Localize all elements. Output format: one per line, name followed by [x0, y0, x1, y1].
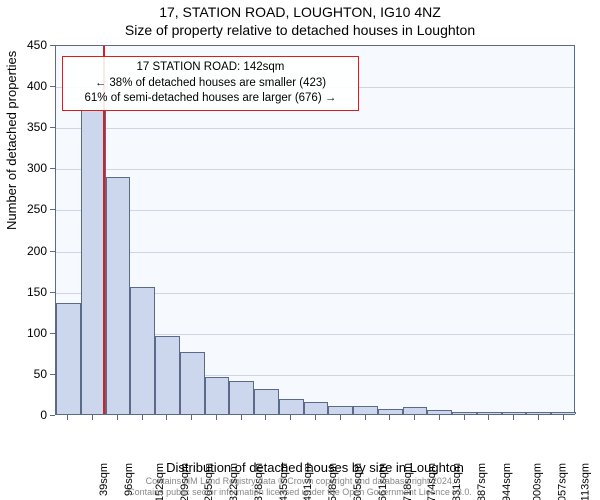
y-tick-label: 50: [0, 367, 47, 381]
bar: [378, 409, 403, 414]
bar: [427, 410, 452, 414]
bar: [205, 377, 230, 414]
bar: [551, 412, 576, 414]
gridline: [56, 169, 574, 170]
bar: [328, 406, 353, 414]
title-line-2: Size of property relative to detached ho…: [0, 22, 600, 38]
bar: [130, 287, 155, 414]
footer-line-2: Contains public sector information licen…: [0, 487, 600, 498]
footer-line-1: Contains HM Land Registry data © Crown c…: [0, 476, 600, 487]
footer: Contains HM Land Registry data © Crown c…: [0, 476, 600, 498]
bar: [403, 407, 428, 414]
gridline: [56, 252, 574, 253]
bar: [452, 412, 477, 414]
gridline: [56, 128, 574, 129]
annotation-line: ← 38% of detached houses are smaller (42…: [69, 76, 351, 92]
y-tick-label: 150: [0, 285, 47, 299]
y-tick-label: 0: [0, 408, 47, 422]
bar: [477, 412, 502, 414]
annotation-line: 17 STATION ROAD: 142sqm: [69, 60, 351, 76]
bar: [502, 412, 527, 414]
y-tick-label: 200: [0, 244, 47, 258]
annotation-line: 61% of semi-detached houses are larger (…: [69, 91, 351, 107]
plot-inner: 17 STATION ROAD: 142sqm← 38% of detached…: [56, 46, 574, 414]
bar: [304, 402, 329, 414]
title-line-1: 17, STATION ROAD, LOUGHTON, IG10 4NZ: [0, 4, 600, 20]
y-tick-label: 350: [0, 120, 47, 134]
y-tick-label: 250: [0, 202, 47, 216]
bar: [353, 406, 378, 414]
plot-area: 17 STATION ROAD: 142sqm← 38% of detached…: [55, 45, 575, 415]
bar: [155, 336, 180, 414]
bar: [279, 399, 304, 414]
bar: [106, 177, 131, 414]
bar: [81, 110, 106, 414]
y-tick-label: 450: [0, 38, 47, 52]
gridline: [56, 210, 574, 211]
bar: [254, 389, 279, 414]
y-tick-label: 300: [0, 161, 47, 175]
bar: [56, 303, 81, 414]
bar: [526, 412, 551, 414]
bar: [180, 352, 205, 414]
y-tick-label: 100: [0, 326, 47, 340]
bar: [229, 381, 254, 414]
chart-container: 17, STATION ROAD, LOUGHTON, IG10 4NZ Siz…: [0, 0, 600, 500]
y-tick-label: 400: [0, 79, 47, 93]
x-axis-label: Distribution of detached houses by size …: [55, 460, 575, 475]
annotation-box: 17 STATION ROAD: 142sqm← 38% of detached…: [62, 56, 358, 111]
